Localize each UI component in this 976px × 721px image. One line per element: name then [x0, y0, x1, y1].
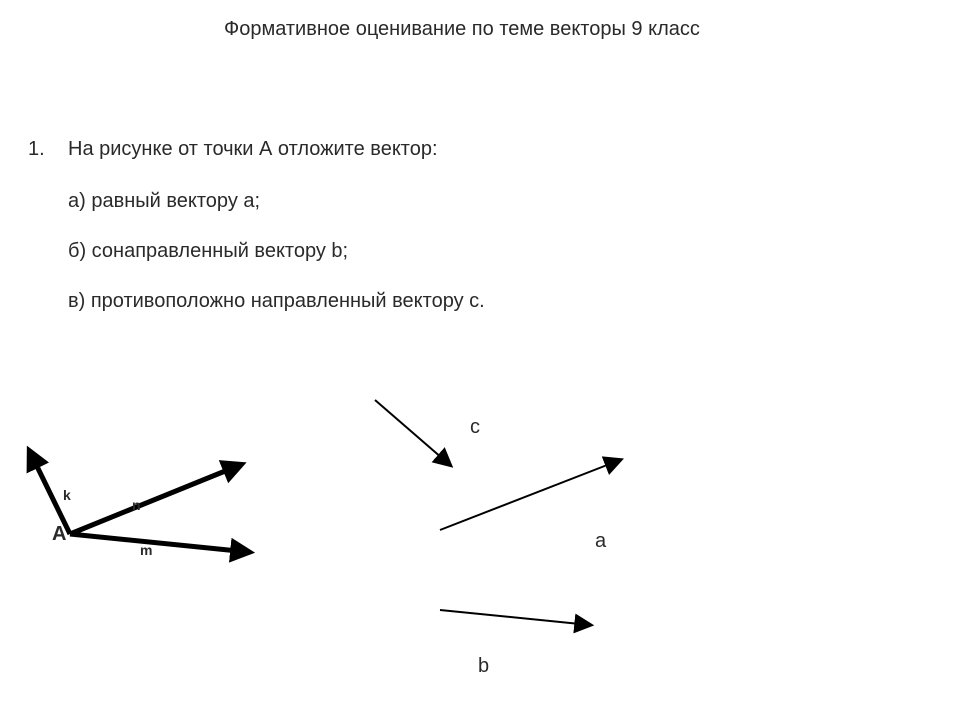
vector-m [70, 534, 248, 552]
label-a: a [595, 530, 606, 553]
label-b: b [478, 655, 489, 678]
label-point-a: А [52, 523, 66, 546]
vector-a [440, 460, 620, 530]
vector-diagram [0, 0, 976, 721]
vector-b [440, 610, 590, 625]
vector-n [70, 465, 240, 534]
label-n: n [132, 497, 141, 513]
label-c: c [470, 416, 480, 439]
label-m: m [140, 542, 152, 558]
vector-c [375, 400, 450, 465]
label-k: k [63, 487, 71, 503]
